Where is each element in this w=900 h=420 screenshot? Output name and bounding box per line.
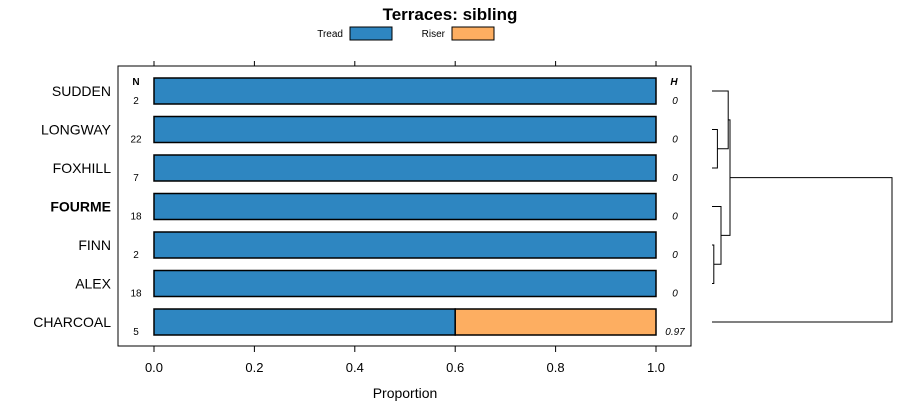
h-value: 0.97	[665, 327, 685, 338]
category-label: LONGWAY	[41, 122, 112, 138]
n-value: 18	[130, 212, 142, 223]
legend-label-tread: Tread	[317, 29, 343, 40]
bar-segment-tread	[153, 154, 657, 182]
n-value: 5	[133, 327, 139, 338]
x-tick-label: 0.8	[547, 360, 565, 375]
x-tick-label: 0.2	[245, 360, 263, 375]
x-tick-label: 0.4	[346, 360, 364, 375]
n-value: 2	[133, 96, 139, 107]
n-value: 7	[133, 173, 139, 184]
x-tick-label: 1.0	[647, 360, 665, 375]
category-label: SUDDEN	[52, 83, 111, 99]
chart-title: Terraces: sibling	[383, 5, 518, 24]
x-tick-label: 0.6	[446, 360, 464, 375]
h-value: 0	[672, 173, 678, 184]
category-label: FINN	[78, 237, 111, 253]
dendrogram-branch	[712, 90, 729, 150]
bar-segment-riser	[454, 308, 657, 336]
legend-label-riser: Riser	[422, 29, 446, 40]
h-value: 0	[672, 289, 678, 300]
bar-segment-tread	[153, 269, 657, 298]
n-value: 18	[130, 289, 142, 300]
h-value: 0	[672, 250, 678, 261]
n-value: 22	[130, 135, 142, 146]
category-label: FOURME	[50, 199, 111, 215]
category-label: ALEX	[75, 276, 111, 292]
dendrogram-branch	[712, 129, 718, 169]
n-value: 2	[133, 250, 139, 261]
legend-swatch-riser	[451, 26, 495, 41]
x-tick-label: 0.0	[145, 360, 163, 375]
category-label: CHARCOAL	[33, 314, 111, 330]
plot-panel	[117, 65, 692, 347]
dendrogram-branch	[712, 244, 715, 284]
h-value: 0	[672, 135, 678, 146]
bar-segment-tread	[153, 77, 657, 105]
bar-segment-tread	[153, 231, 657, 259]
bar-segment-tread	[153, 192, 657, 221]
n-column-header: N	[132, 77, 139, 88]
bar-segment-tread	[153, 308, 456, 336]
bar-segment-tread	[153, 115, 657, 144]
h-value: 0	[672, 96, 678, 107]
dendrogram-branch	[712, 177, 893, 323]
legend-swatch-tread	[349, 26, 393, 41]
x-axis-title: Proportion	[373, 385, 438, 401]
h-column-header: H	[670, 77, 678, 88]
h-value: 0	[672, 212, 678, 223]
category-label: FOXHILL	[53, 160, 112, 176]
